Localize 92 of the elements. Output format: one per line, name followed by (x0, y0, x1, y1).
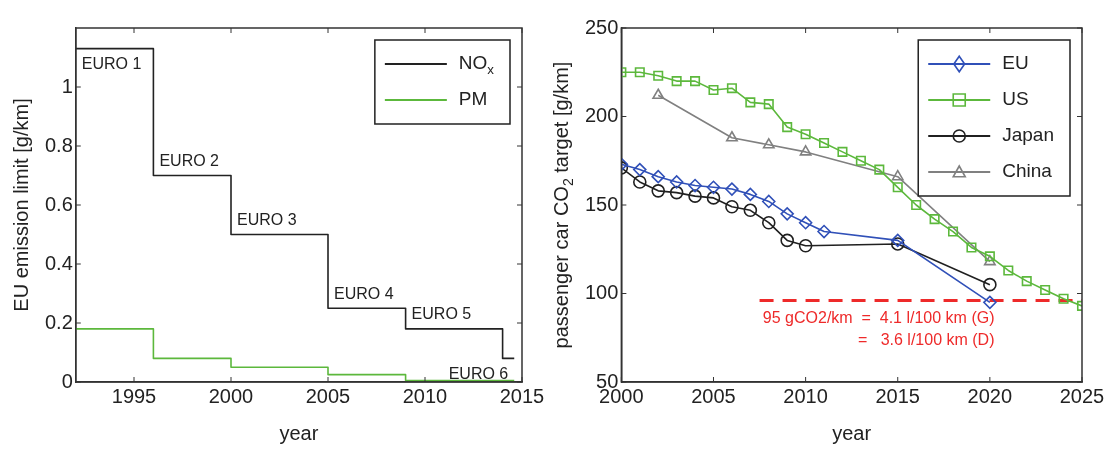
legend-label: PM (458, 88, 488, 110)
point (983, 254, 996, 266)
point (798, 238, 813, 253)
annotation: = 3.6 l/100 km (D) (857, 330, 995, 348)
point (706, 180, 721, 195)
point (726, 83, 737, 94)
point (892, 182, 903, 193)
point (782, 122, 793, 133)
point (1040, 284, 1051, 295)
y-tick-label: 0.2 (44, 310, 73, 333)
point (745, 97, 756, 108)
point (725, 182, 739, 196)
y-tick-label: 0 (61, 369, 73, 392)
y-tick-label: 250 (584, 15, 619, 38)
y-tick-label: 0.4 (44, 251, 73, 274)
point (651, 169, 666, 184)
point (984, 251, 995, 262)
point (725, 199, 739, 214)
legend-label: US (1002, 88, 1029, 110)
x-axis-title: year (279, 421, 319, 444)
point (929, 214, 940, 225)
point (1003, 265, 1014, 276)
point (983, 295, 997, 310)
legend-label: EU (1002, 52, 1029, 74)
point (743, 203, 758, 218)
point (819, 138, 830, 149)
x-tick-label: 2005 (691, 384, 736, 407)
annotation: EURO 5 (411, 305, 472, 323)
annotation: EURO 4 (334, 284, 394, 302)
x-tick-label: 2025 (1059, 384, 1105, 407)
point (837, 146, 848, 157)
x-tick-label: 2010 (402, 384, 448, 407)
point (763, 99, 774, 110)
point (632, 162, 647, 177)
point (688, 189, 702, 203)
point (800, 129, 811, 140)
point (632, 175, 647, 189)
annotation: EURO 1 (81, 55, 142, 73)
point (725, 130, 738, 142)
y-axis-title: passenger car CO2 target [g/km] (549, 61, 576, 349)
x-tick-label: 2005 (305, 384, 351, 407)
point (634, 67, 645, 78)
point (762, 138, 775, 149)
annotation: EURO 6 (448, 364, 509, 382)
annotation: EURO 3 (237, 210, 297, 228)
point (688, 178, 702, 193)
y-tick-label: 150 (584, 192, 619, 215)
x-tick-label: 1995 (111, 384, 157, 407)
annotation: 95 gCO2/km = 4.1 l/100 km (G) (762, 308, 995, 326)
y-tick-label: 0.8 (44, 133, 73, 156)
point (652, 88, 665, 100)
legend-label: China (1002, 160, 1053, 182)
x-tick-label: 2020 (967, 384, 1013, 407)
y-tick-label: 200 (584, 104, 619, 127)
point (780, 233, 794, 248)
point (743, 187, 758, 202)
point (891, 169, 904, 181)
point (1058, 293, 1069, 304)
point (798, 215, 813, 230)
point (690, 76, 701, 87)
y-tick-label: 1 (61, 74, 73, 97)
point (669, 185, 684, 200)
y-axis-title: EU emission limit [g/km] (9, 98, 32, 312)
x-axis-title: year (832, 421, 872, 444)
point (890, 233, 905, 248)
point (890, 237, 905, 251)
y-tick-label: 100 (584, 281, 619, 304)
point (708, 84, 719, 95)
legend-label: Japan (1002, 124, 1055, 146)
point (911, 199, 922, 211)
point (761, 194, 776, 209)
point (874, 164, 885, 175)
point (966, 242, 977, 253)
point (651, 184, 666, 198)
y-tick-label: 0.6 (44, 192, 73, 215)
x-tick-label: 2015 (499, 384, 545, 407)
point (780, 207, 794, 221)
point (1021, 276, 1032, 287)
point (799, 145, 812, 156)
point (653, 70, 664, 81)
point (947, 226, 959, 237)
point (817, 224, 831, 239)
x-tick-label: 2015 (875, 384, 920, 407)
annotation: EURO 2 (159, 151, 220, 169)
point (706, 191, 721, 205)
point (669, 175, 684, 189)
point (761, 215, 776, 230)
x-tick-label: 2010 (783, 384, 828, 407)
x-tick-label: 2000 (208, 384, 254, 407)
point (983, 277, 997, 292)
point (855, 155, 866, 166)
point (671, 76, 682, 87)
